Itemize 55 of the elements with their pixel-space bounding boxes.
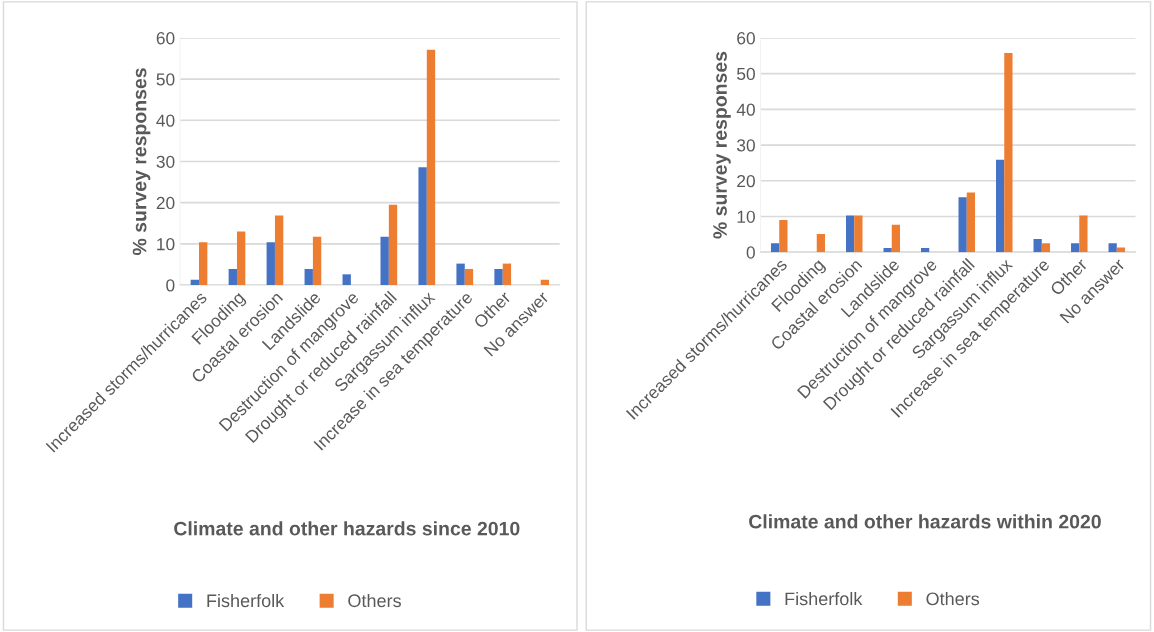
bar <box>891 224 900 253</box>
bar <box>1108 243 1117 253</box>
bar <box>426 49 436 286</box>
bar <box>274 215 284 286</box>
bar <box>418 167 427 286</box>
y-tick-label: 0 <box>166 279 175 292</box>
y-tick-label: 10 <box>157 238 175 251</box>
bar <box>388 204 398 286</box>
legend-label: Others <box>348 593 401 608</box>
y-tick-label: 30 <box>156 155 175 168</box>
bar <box>1033 238 1042 253</box>
bar <box>1004 52 1013 253</box>
y-tick-label: 10 <box>737 210 755 223</box>
bar <box>199 242 208 286</box>
y-tick-label: 40 <box>156 114 175 127</box>
bar <box>494 268 503 286</box>
bar <box>1071 243 1080 253</box>
bar <box>266 242 275 286</box>
bar <box>304 268 313 286</box>
bar <box>1041 243 1051 253</box>
bar <box>883 247 892 253</box>
bar <box>236 231 246 286</box>
bar <box>779 220 788 253</box>
y-tick-label: 50 <box>156 73 175 86</box>
bar <box>456 263 465 286</box>
legend-label: Others <box>926 591 980 606</box>
legend-label: Fisherfolk <box>207 593 285 608</box>
bar <box>342 274 351 286</box>
x-axis-title: Climate and other hazards within 2020 <box>749 514 1101 529</box>
y-tick-label: 20 <box>737 174 755 188</box>
y-tick-label: 0 <box>746 246 755 259</box>
bar <box>228 268 237 286</box>
bar <box>996 159 1005 253</box>
y-tick-label: 20 <box>156 196 175 210</box>
bar <box>816 233 825 253</box>
bar <box>464 268 474 286</box>
x-axis-title: Climate and other hazards since 2010 <box>174 521 520 536</box>
y-tick-label: 60 <box>156 32 175 45</box>
legend-label: Fisherfolk <box>785 591 863 606</box>
bar <box>380 236 389 286</box>
bar <box>854 215 863 253</box>
bar <box>966 192 976 253</box>
bar <box>921 247 930 253</box>
y-tick-label: 60 <box>737 32 755 45</box>
y-tick-label: 30 <box>736 139 755 152</box>
bar <box>846 215 855 253</box>
y-axis-title: % survey responses <box>132 68 151 256</box>
y-axis-title: % survey responses <box>713 51 731 239</box>
bar <box>502 263 512 286</box>
bar <box>312 236 322 286</box>
bar <box>770 243 780 253</box>
y-tick-label: 50 <box>737 67 755 81</box>
bar <box>1079 215 1088 253</box>
y-tick-label: 40 <box>736 103 755 116</box>
bar <box>958 197 967 253</box>
